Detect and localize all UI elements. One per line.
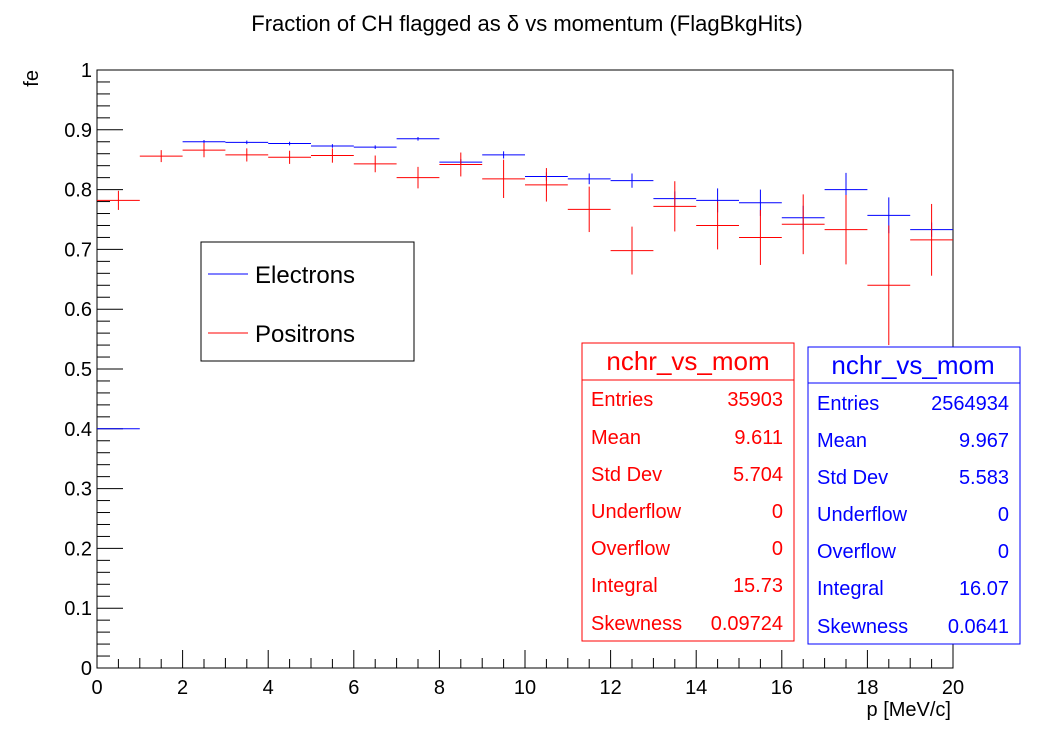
x-tick-label: 4 bbox=[263, 677, 274, 699]
stats-box-red-frame bbox=[581, 342, 795, 642]
stats-blue-label: Skewness bbox=[817, 616, 908, 638]
x-tick-label: 6 bbox=[348, 677, 359, 699]
stats-blue-label: Mean bbox=[817, 430, 867, 452]
x-tick-label: 18 bbox=[856, 677, 878, 699]
stats-blue-label: Underflow bbox=[817, 504, 908, 526]
stats-blue-value: 9.967 bbox=[959, 430, 1009, 452]
stats-blue-value: 2564934 bbox=[931, 393, 1009, 415]
x-tick-label: 0 bbox=[91, 677, 102, 699]
x-tick-label: 16 bbox=[771, 677, 793, 699]
x-tick-label: 10 bbox=[514, 677, 536, 699]
y-tick-label: 0.7 bbox=[64, 239, 92, 261]
stats-red-value: 35903 bbox=[727, 389, 783, 411]
stats-red-label: Std Dev bbox=[591, 464, 662, 486]
legend-label-positrons: Positrons bbox=[255, 321, 355, 348]
stats-blue-value: 5.583 bbox=[959, 467, 1009, 489]
stats-red-value: 5.704 bbox=[733, 464, 783, 486]
legend: Electrons Positrons bbox=[200, 241, 415, 362]
y-tick-label: 0.3 bbox=[64, 479, 92, 501]
stats-box-blue: nchr_vs_mom Entries 2564934 Mean 9.967 S… bbox=[807, 346, 1021, 645]
y-tick-label: 0.4 bbox=[64, 419, 92, 441]
stats-blue-label: Integral bbox=[817, 578, 884, 600]
stats-red-value: 0 bbox=[772, 538, 783, 560]
stats-box-red: nchr_vs_mom Entries 35903 Mean 9.611 Std… bbox=[581, 342, 795, 642]
legend-box bbox=[200, 241, 415, 362]
x-axis-label: p [MeV/c] bbox=[867, 699, 951, 721]
x-tick-label: 8 bbox=[434, 677, 445, 699]
stats-box-blue-frame bbox=[807, 346, 1021, 645]
stats-red-value: 0 bbox=[772, 501, 783, 523]
y-tick-label: 0 bbox=[81, 658, 92, 680]
y-tick-label: 0.8 bbox=[64, 180, 92, 202]
stats-red-value: 15.73 bbox=[733, 575, 783, 597]
stats-red-label: Entries bbox=[591, 389, 653, 411]
legend-label-electrons: Electrons bbox=[255, 262, 355, 289]
y-tick-label: 0.2 bbox=[64, 538, 92, 560]
y-tick-label: 0.9 bbox=[64, 120, 92, 142]
series-layer bbox=[97, 136, 953, 430]
stats-blue-label: Entries bbox=[817, 393, 879, 415]
stats-red-value: 0.09724 bbox=[711, 613, 783, 635]
stats-box-red-title: nchr_vs_mom bbox=[606, 346, 769, 376]
stats-blue-value: 0.0641 bbox=[948, 616, 1009, 638]
y-tick-label: 0.5 bbox=[64, 359, 92, 381]
y-tick-label: 1 bbox=[81, 60, 92, 82]
x-tick-label: 2 bbox=[177, 677, 188, 699]
chart-title: Fraction of CH flagged as δ vs momentum … bbox=[251, 11, 802, 36]
stats-blue-label: Overflow bbox=[817, 541, 896, 563]
stats-blue-value: 0 bbox=[998, 541, 1009, 563]
stats-red-label: Overflow bbox=[591, 538, 670, 560]
x-tick-label: 12 bbox=[599, 677, 621, 699]
stats-red-value: 9.611 bbox=[734, 427, 783, 449]
stats-red-label: Underflow bbox=[591, 501, 682, 523]
x-tick-label: 20 bbox=[942, 677, 964, 699]
y-tick-label: 0.6 bbox=[64, 299, 92, 321]
y-axis-label: fe bbox=[21, 70, 43, 87]
stats-blue-value: 0 bbox=[998, 504, 1009, 526]
stats-blue-value: 16.07 bbox=[959, 578, 1009, 600]
x-tick-label: 14 bbox=[685, 677, 707, 699]
stats-red-label: Mean bbox=[591, 427, 641, 449]
y-tick-label: 0.1 bbox=[64, 598, 92, 620]
stats-blue-label: Std Dev bbox=[817, 467, 888, 489]
stats-red-label: Skewness bbox=[591, 613, 682, 635]
stats-red-label: Integral bbox=[591, 575, 658, 597]
stats-box-blue-title: nchr_vs_mom bbox=[831, 350, 994, 380]
